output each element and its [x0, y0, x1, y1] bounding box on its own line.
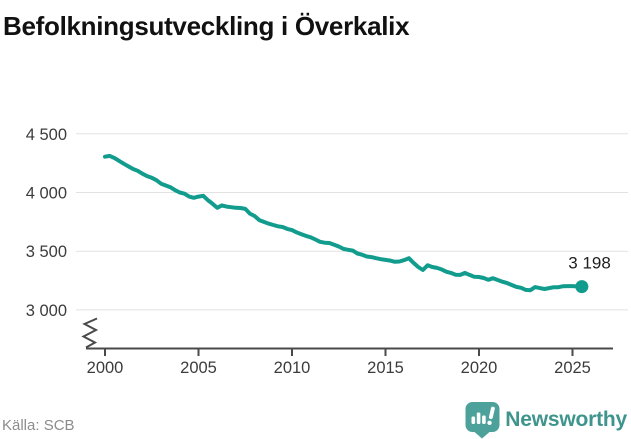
population-series-line — [103, 153, 584, 293]
y-axis-labels: 4 500 4 000 3 500 3 000 — [26, 126, 67, 320]
mini-bar-chart-icon — [471, 406, 496, 426]
x-tick-label: 2010 — [274, 359, 311, 377]
newsworthy-logo: Newsworthy — [465, 400, 627, 439]
x-tick-label: 2015 — [367, 359, 404, 377]
source-note: Källa: SCB — [2, 417, 75, 434]
y-tick-label: 4 000 — [26, 185, 67, 203]
latest-value-label: 3 198 — [568, 254, 611, 273]
page-title: Befolkningsutveckling i Överkalix — [3, 11, 410, 41]
newsworthy-wordmark: Newsworthy — [505, 408, 627, 431]
y-tick-label: 3 000 — [26, 302, 67, 320]
newsworthy-badge-icon — [465, 402, 500, 439]
latest-value-dot — [575, 280, 589, 294]
y-tick-label: 3 500 — [26, 243, 67, 261]
y-axis-break-icon — [81, 317, 99, 349]
x-tick-label: 2000 — [87, 359, 124, 377]
gridlines — [76, 133, 628, 311]
y-tick-label: 4 500 — [26, 126, 67, 144]
x-tick-label: 2020 — [461, 359, 498, 377]
x-tick-label: 2005 — [180, 359, 217, 377]
x-tick-label: 2025 — [554, 359, 591, 377]
x-axis-ticks: 2000 2005 2010 2015 2020 2025 — [87, 348, 591, 377]
